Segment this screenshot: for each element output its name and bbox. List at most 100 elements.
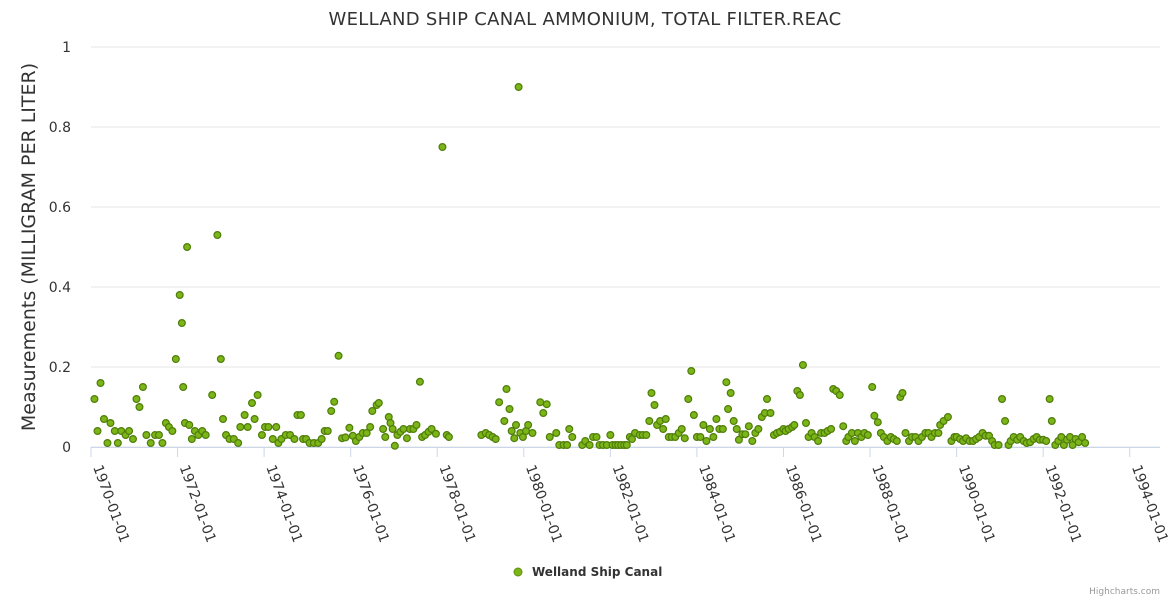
data-point[interactable] — [427, 425, 436, 434]
data-point[interactable] — [125, 427, 134, 436]
data-point[interactable] — [250, 415, 259, 424]
data-point[interactable] — [362, 429, 371, 438]
data-point[interactable] — [264, 423, 273, 432]
data-point[interactable] — [659, 425, 668, 434]
data-point[interactable] — [96, 379, 105, 388]
data-point[interactable] — [128, 435, 137, 444]
data-point[interactable] — [684, 395, 693, 404]
data-point[interactable] — [677, 425, 686, 434]
data-point[interactable] — [368, 407, 377, 416]
data-point[interactable] — [208, 391, 217, 400]
data-point[interactable] — [240, 411, 249, 420]
data-point[interactable] — [712, 415, 721, 424]
data-point[interactable] — [399, 425, 408, 434]
data-point[interactable] — [500, 417, 509, 426]
data-point[interactable] — [863, 431, 872, 440]
data-point[interactable] — [827, 425, 836, 434]
data-point[interactable] — [763, 395, 772, 404]
data-point[interactable] — [585, 441, 594, 450]
data-point[interactable] — [709, 433, 718, 442]
data-point[interactable] — [741, 430, 750, 439]
series-points[interactable] — [90, 82, 1090, 450]
legend-label[interactable]: Welland Ship Canal — [532, 565, 662, 579]
data-point[interactable] — [545, 433, 554, 442]
data-point[interactable] — [381, 433, 390, 442]
data-point[interactable] — [1047, 417, 1056, 426]
data-point[interactable] — [183, 243, 192, 252]
data-point[interactable] — [994, 441, 1003, 450]
data-point[interactable] — [438, 143, 447, 152]
data-point[interactable] — [734, 435, 743, 444]
data-point[interactable] — [431, 429, 440, 438]
data-point[interactable] — [839, 422, 848, 431]
data-point[interactable] — [268, 435, 277, 444]
data-point[interactable] — [722, 378, 731, 387]
data-point[interactable] — [187, 435, 196, 444]
data-point[interactable] — [512, 421, 521, 430]
data-point[interactable] — [650, 401, 659, 410]
data-point[interactable] — [696, 433, 705, 442]
data-point[interactable] — [236, 423, 245, 432]
data-point[interactable] — [138, 383, 147, 392]
data-point[interactable] — [93, 427, 102, 436]
data-point[interactable] — [1001, 417, 1010, 426]
data-point[interactable] — [201, 431, 210, 440]
data-point[interactable] — [565, 425, 574, 434]
data-point[interactable] — [219, 415, 228, 424]
data-point[interactable] — [106, 419, 115, 428]
data-point[interactable] — [744, 422, 753, 431]
data-point[interactable] — [257, 431, 266, 440]
data-point[interactable] — [388, 425, 397, 434]
data-point[interactable] — [539, 409, 548, 418]
data-point[interactable] — [606, 431, 615, 440]
data-point[interactable] — [726, 389, 735, 398]
data-point[interactable] — [835, 391, 844, 400]
data-point[interactable] — [374, 399, 383, 408]
data-point[interactable] — [132, 395, 141, 404]
data-point[interactable] — [870, 411, 879, 420]
data-point[interactable] — [390, 441, 399, 450]
data-point[interactable] — [402, 434, 411, 443]
data-point[interactable] — [1045, 395, 1054, 404]
data-point[interactable] — [185, 421, 194, 430]
data-point[interactable] — [943, 413, 952, 422]
data-point[interactable] — [798, 361, 807, 370]
data-point[interactable] — [1081, 439, 1090, 448]
data-point[interactable] — [334, 351, 343, 360]
data-point[interactable] — [514, 82, 523, 91]
data-point[interactable] — [507, 427, 516, 436]
data-point[interactable] — [542, 400, 551, 409]
data-point[interactable] — [642, 431, 651, 440]
data-point[interactable] — [171, 355, 180, 364]
data-point[interactable] — [661, 415, 670, 424]
data-point[interactable] — [505, 405, 514, 414]
data-point[interactable] — [327, 407, 336, 416]
data-point[interactable] — [536, 398, 545, 407]
credits-link[interactable]: Highcharts.com — [1089, 587, 1160, 597]
data-point[interactable] — [718, 425, 727, 434]
data-point[interactable] — [146, 439, 155, 448]
data-point[interactable] — [687, 367, 696, 376]
data-point[interactable] — [795, 391, 804, 400]
data-point[interactable] — [563, 441, 572, 450]
data-point[interactable] — [247, 399, 256, 408]
data-point[interactable] — [552, 429, 561, 438]
data-point[interactable] — [1042, 437, 1051, 446]
data-point[interactable] — [90, 395, 99, 404]
data-point[interactable] — [729, 417, 738, 426]
data-point[interactable] — [528, 429, 537, 438]
data-point[interactable] — [113, 439, 122, 448]
data-point[interactable] — [272, 423, 281, 432]
data-point[interactable] — [158, 439, 167, 448]
data-point[interactable] — [177, 319, 186, 328]
data-point[interactable] — [622, 441, 631, 450]
data-point[interactable] — [748, 437, 757, 446]
data-point[interactable] — [705, 425, 714, 434]
data-point[interactable] — [754, 425, 763, 434]
data-point[interactable] — [814, 437, 823, 446]
data-point[interactable] — [873, 418, 882, 427]
data-point[interactable] — [345, 423, 354, 432]
data-point[interactable] — [317, 435, 326, 444]
data-point[interactable] — [868, 383, 877, 392]
data-point[interactable] — [213, 231, 222, 240]
